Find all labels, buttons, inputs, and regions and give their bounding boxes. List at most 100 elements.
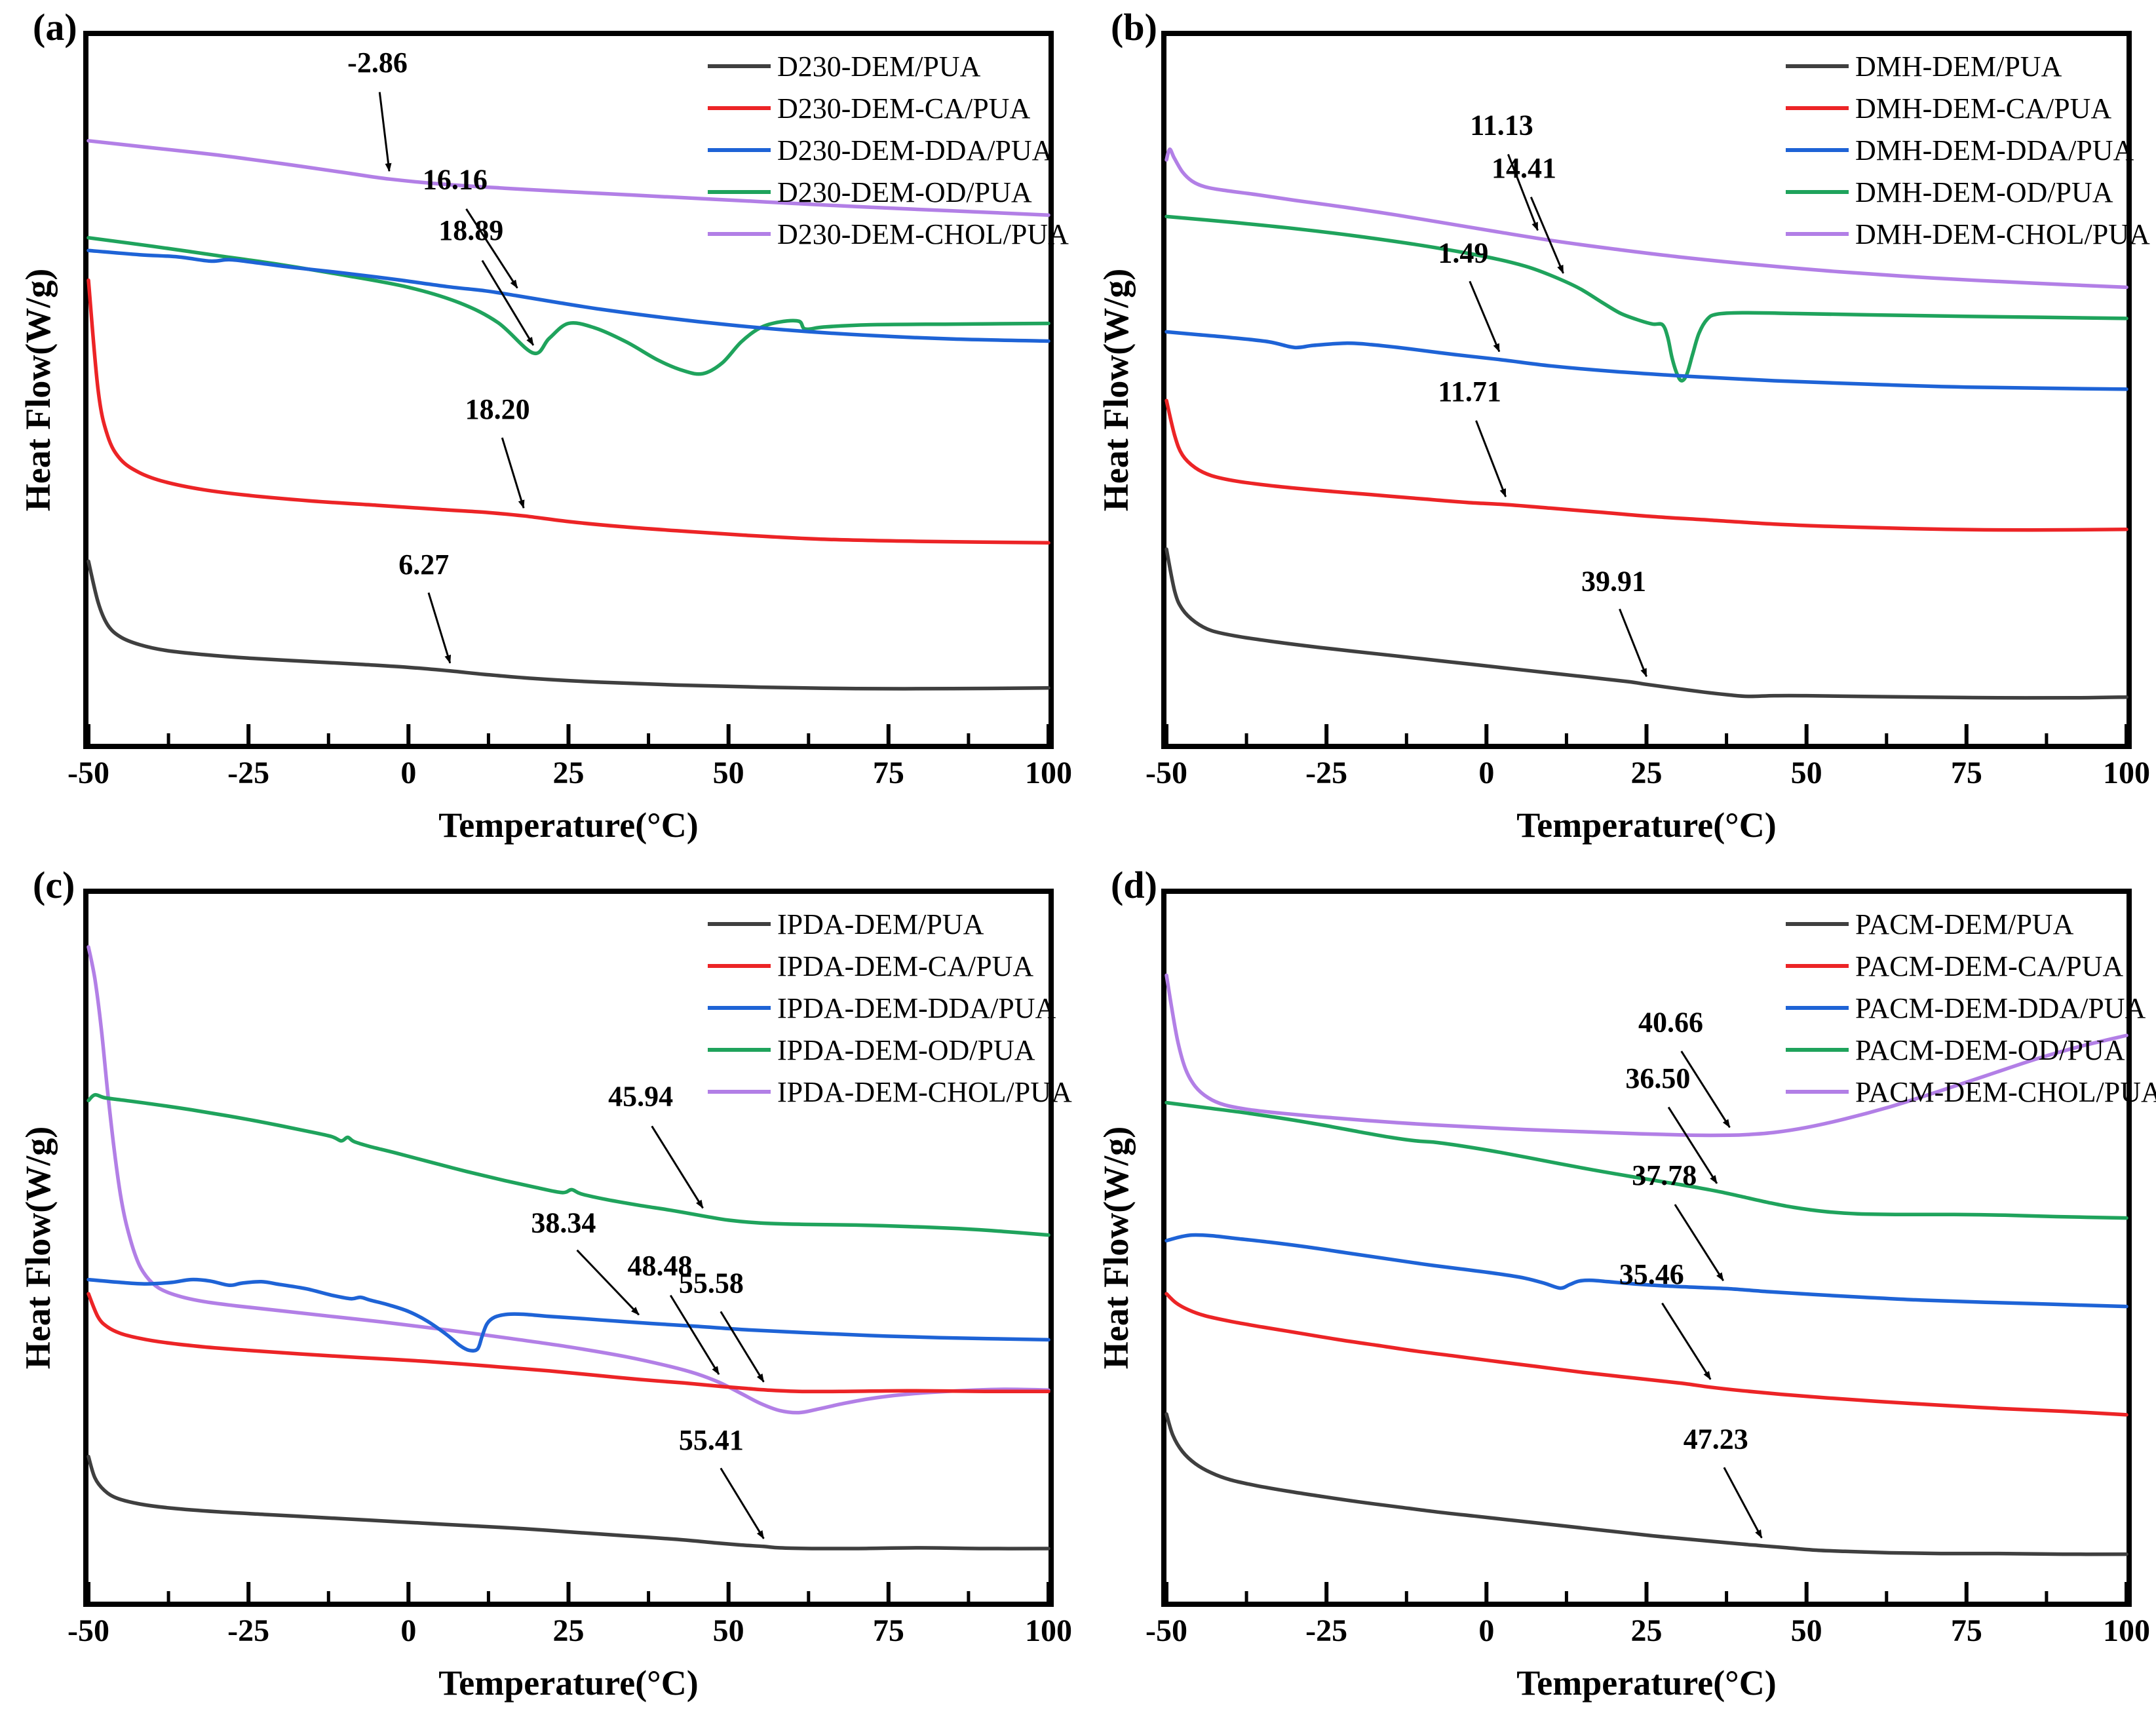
x-tick-label: -50 (67, 756, 109, 790)
legend-line-swatch (1786, 1090, 1849, 1094)
x-tick-label: 50 (712, 1613, 744, 1648)
legend-item: IPDA-DEM-CHOL/PUA (708, 1071, 1072, 1113)
annotation-arrow (465, 208, 518, 289)
legend-item-label: PACM-DEM-CHOL/PUA (1855, 1075, 2156, 1108)
x-tick-label: -50 (67, 1613, 109, 1648)
legend-item-label: PACM-DEM-OD/PUA (1855, 1033, 2125, 1066)
x-tick-label: 25 (552, 1613, 585, 1648)
annotation-arrow (720, 1467, 765, 1539)
annotation-label: 45.94 (608, 1080, 673, 1112)
plot-canvas: 11.13 14.41 1.49 11.71 39.91 (1165, 109, 2128, 744)
plot-canvas: -2.86 18.89 16.16 18.20 6.27 (87, 47, 1050, 744)
legend-item-label: IPDA-DEM-CA/PUA (777, 950, 1034, 982)
x-tick-label: 25 (1630, 756, 1663, 790)
curve-DMH-DEM-CHOL/PUA (1165, 147, 2128, 290)
plot-area: 48.48 45.94 38.34 55.58 55.41 IPDA-DEM/PUA IPD… (83, 889, 1072, 1607)
legend-line-swatch (708, 232, 771, 236)
plot-area: 11.13 14.41 1.49 11.71 39.91 DMH-DEM/PUA DMH-D… (1161, 31, 2150, 749)
annotation-arrow (1661, 1302, 1712, 1380)
legend-item: IPDA-DEM/PUA (708, 903, 1072, 945)
x-tick-label: 25 (1630, 1613, 1663, 1648)
annotation-arrow (1619, 608, 1647, 678)
x-tick-label: 50 (712, 756, 744, 790)
annotation-label: 47.23 (1684, 1423, 1748, 1455)
curve-PACM-DEM-DDA/PUA (1165, 1233, 2128, 1309)
x-tick-label: -50 (1145, 1613, 1187, 1648)
x-tick-label: 25 (552, 756, 585, 790)
annotation-arrow (1674, 1204, 1724, 1282)
legend-line-swatch (708, 1006, 771, 1010)
annotation-label: 11.71 (1438, 376, 1501, 408)
curve-PACM-DEM-CHOL/PUA (1165, 973, 2128, 1138)
legend-item: DMH-DEM-OD/PUA (1786, 171, 2150, 213)
legend: PACM-DEM/PUA PACM-DEM-CA/PUA PACM-DEM-DDA/… (1786, 903, 2156, 1113)
curve-PACM-DEM-CA/PUA (1165, 1292, 2128, 1417)
legend-item-label: DMH-DEM-CA/PUA (1855, 92, 2112, 125)
x-tick-label: -25 (227, 1613, 270, 1648)
annotation-label: 35.46 (1619, 1258, 1684, 1290)
legend-line-swatch (708, 148, 771, 152)
legend-item-label: DMH-DEM-OD/PUA (1855, 176, 2113, 208)
legend-item-label: D230-DEM-CA/PUA (777, 92, 1031, 125)
legend-item: IPDA-DEM-OD/PUA (708, 1029, 1072, 1071)
y-axis-title: Heat Flow(W/g) (1096, 268, 1136, 512)
legend-item-label: DMH-DEM-CHOL/PUA (1855, 218, 2150, 250)
panel-label: (c) (33, 864, 75, 906)
curve-IPDA-DEM-OD/PUA (87, 1092, 1050, 1237)
x-tick-label: -25 (1305, 1613, 1348, 1648)
x-tick-label: 0 (1478, 756, 1495, 790)
x-tick-label: 75 (872, 756, 904, 790)
x-tick-label: 50 (1790, 756, 1822, 790)
annotation-arrow (1530, 197, 1564, 274)
legend: DMH-DEM/PUA DMH-DEM-CA/PUA DMH-DEM-DDA/PUA… (1786, 45, 2150, 255)
annotation-arrow (1723, 1467, 1763, 1539)
x-tick-label: 75 (1950, 756, 1982, 790)
annotation-label: 39.91 (1581, 565, 1646, 597)
legend-item-label: D230-DEM-CHOL/PUA (777, 218, 1069, 250)
curve-IPDA-DEM-CHOL/PUA (87, 945, 1050, 1415)
annotation-label: 36.50 (1625, 1062, 1690, 1094)
legend-item: IPDA-DEM-CA/PUA (708, 945, 1072, 987)
legend-item: D230-DEM-CA/PUA (708, 87, 1069, 129)
x-axis-title: Temperature(°C) (438, 805, 699, 845)
x-tick-label: 100 (1025, 1613, 1072, 1648)
legend-item-label: IPDA-DEM/PUA (777, 908, 984, 940)
x-tick-label: 0 (1478, 1613, 1495, 1648)
annotation-label: 18.20 (465, 393, 530, 425)
legend-line-swatch (1786, 1006, 1849, 1010)
legend-item: PACM-DEM-DDA/PUA (1786, 987, 2156, 1029)
legend-item-label: IPDA-DEM-CHOL/PUA (777, 1075, 1072, 1108)
legend-item: DMH-DEM-CA/PUA (1786, 87, 2150, 129)
panel-c: (c) Heat Flow(W/g) 48.48 45.94 38.34 55.58 55.… (0, 858, 1078, 1715)
legend-item: DMH-DEM/PUA (1786, 45, 2150, 87)
annotation-arrow (669, 1294, 720, 1376)
legend-item: PACM-DEM-OD/PUA (1786, 1029, 2156, 1071)
annotation-arrow (501, 437, 525, 509)
annotation-label: 48.48 (628, 1250, 693, 1282)
legend-item-label: D230-DEM-OD/PUA (777, 176, 1032, 208)
legend-item: IPDA-DEM-DDA/PUA (708, 987, 1072, 1029)
legend-item: D230-DEM-DDA/PUA (708, 129, 1069, 171)
curve-PACM-DEM/PUA (1165, 1412, 2128, 1556)
x-tick-label: 0 (400, 756, 417, 790)
annotation-arrow (427, 592, 452, 664)
legend-item-label: DMH-DEM/PUA (1855, 50, 2062, 83)
legend-line-swatch (1786, 190, 1849, 194)
panel-a: (a) Heat Flow(W/g) -2.86 18.89 16.16 18.20 6.2… (0, 0, 1078, 857)
curve-IPDA-DEM/PUA (87, 1454, 1050, 1551)
x-tick-label: 75 (872, 1613, 904, 1648)
curve-DMH-DEM-DDA/PUA (1165, 330, 2128, 391)
legend-item-label: D230-DEM-DDA/PUA (777, 134, 1053, 166)
curve-D230-DEM-CHOL/PUA (87, 139, 1050, 217)
legend-line-swatch (1786, 922, 1849, 926)
x-axis-title: Temperature(°C) (438, 1663, 699, 1703)
legend-line-swatch (708, 64, 771, 68)
legend-item-label: PACM-DEM-CA/PUA (1855, 950, 2124, 982)
annotation-arrow (1475, 420, 1507, 497)
annotation-arrow (1680, 1050, 1731, 1128)
annotation-label: 16.16 (423, 163, 488, 195)
x-tick-label: -25 (1305, 756, 1348, 790)
legend: D230-DEM/PUA D230-DEM-CA/PUA D230-DEM-DDA/… (708, 45, 1069, 255)
y-axis-title: Heat Flow(W/g) (1096, 1126, 1136, 1370)
